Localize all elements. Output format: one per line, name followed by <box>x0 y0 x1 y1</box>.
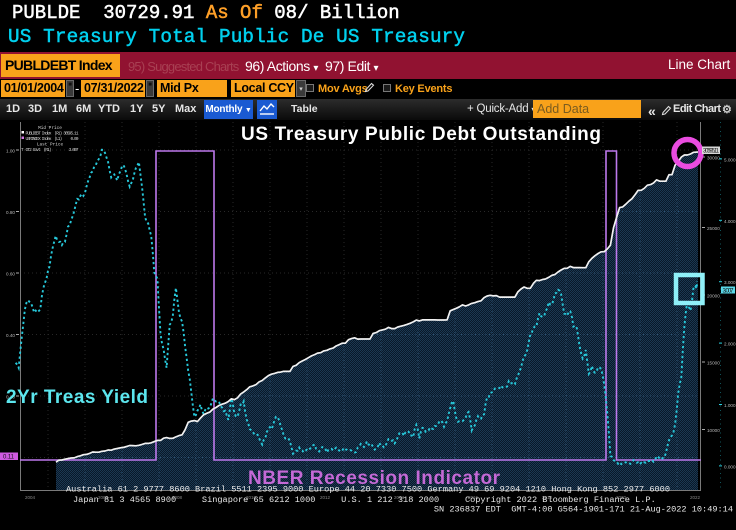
svg-text:2Yr Treas Yield: 2Yr Treas Yield <box>6 387 148 408</box>
svg-text:2020: 2020 <box>616 495 627 500</box>
svg-text:PUBLDEBT Index (R1) 30595.11: PUBLDEBT Index (R1) 30595.11 <box>26 132 79 137</box>
svg-text:10000: 10000 <box>707 428 720 433</box>
svg-text:0.40: 0.40 <box>6 333 15 338</box>
svg-text:2.000: 2.000 <box>724 342 736 347</box>
svg-text:20000: 20000 <box>707 294 720 299</box>
svg-text:SN 236837 EDT GMT-4:00 G564-1: SN 236837 EDT GMT-4:00 G564-1901-171 21-… <box>434 505 733 515</box>
svg-text:2004: 2004 <box>25 495 36 500</box>
svg-text:3.007: 3.007 <box>723 289 735 295</box>
svg-text:Mid Price: Mid Price <box>38 126 62 131</box>
svg-text:0.000: 0.000 <box>724 464 736 469</box>
svg-text:4.000: 4.000 <box>724 219 736 224</box>
svg-text:30595.11: 30595.11 <box>703 149 720 155</box>
svg-text:3.000: 3.000 <box>724 280 736 285</box>
svg-text:15000: 15000 <box>707 361 720 366</box>
svg-text:2022: 2022 <box>690 495 701 500</box>
svg-text:Last Price: Last Price <box>37 143 64 148</box>
svg-text:Australia 61 2 9777 8600 Brazi: Australia 61 2 9777 8600 Brazil 5511 239… <box>66 485 670 495</box>
svg-text:0.60: 0.60 <box>6 272 15 277</box>
svg-text:2010: 2010 <box>246 495 257 500</box>
svg-text:Japan 81 3 4565 8900 Singa: Japan 81 3 4565 8900 Singapore 65 6212 1… <box>73 495 656 505</box>
svg-text:2006: 2006 <box>98 495 109 500</box>
svg-text:2014: 2014 <box>394 495 405 500</box>
svg-text:GT2 Govt (R1) 3.007: GT2 Govt (R1) 3.007 <box>26 148 79 153</box>
svg-text:30000: 30000 <box>707 156 720 161</box>
svg-text:2018: 2018 <box>542 495 553 500</box>
svg-text:0.11: 0.11 <box>3 455 15 461</box>
svg-text:1.000: 1.000 <box>724 403 736 408</box>
svg-text:T: T <box>21 148 24 153</box>
svg-text:25000: 25000 <box>707 226 720 231</box>
svg-text:0.80: 0.80 <box>6 210 15 215</box>
svg-text:5.000: 5.000 <box>724 157 736 162</box>
svg-text:2016: 2016 <box>468 495 479 500</box>
svg-text:2008: 2008 <box>172 495 183 500</box>
svg-text:0.20: 0.20 <box>6 395 15 400</box>
svg-text:USRINDEX Index (L1) 0.00: USRINDEX Index (L1) 0.00 <box>26 137 79 142</box>
svg-text:US Treasury Public Debt Outsta: US Treasury Public Debt Outstanding <box>241 124 601 145</box>
svg-text:NBER Recession Indicator: NBER Recession Indicator <box>248 468 501 489</box>
svg-text:1.00: 1.00 <box>6 149 15 154</box>
svg-text:2012: 2012 <box>320 495 331 500</box>
